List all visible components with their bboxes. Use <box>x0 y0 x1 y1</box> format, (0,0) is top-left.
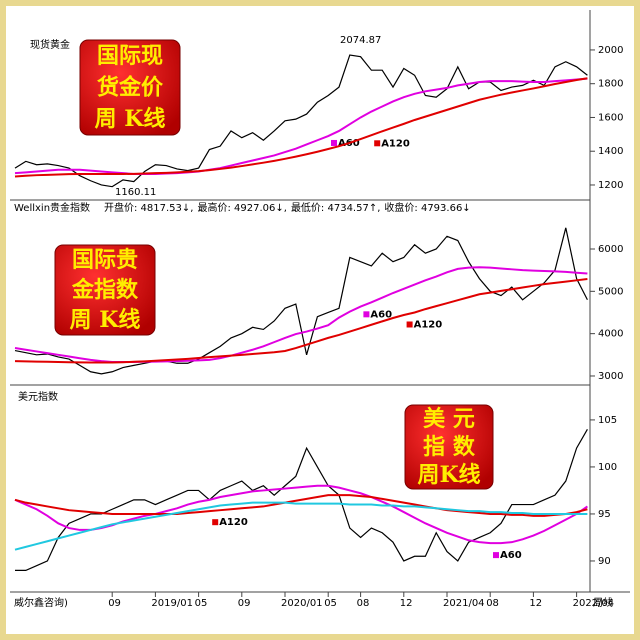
annotation: 2074.87 <box>340 35 381 46</box>
x-tick-label: 2019/01 <box>151 598 193 609</box>
title-box-text: 指 数 <box>423 434 476 460</box>
title-box-text: 国际现 <box>97 43 163 69</box>
title-box-text: 周K线 <box>417 462 480 488</box>
legend-swatch <box>374 140 381 147</box>
legend-swatch <box>406 321 413 328</box>
legend-swatch <box>331 139 337 146</box>
y-tick-label: 1800 <box>598 79 623 90</box>
title-box-text: 国际贵 <box>72 247 138 273</box>
y-tick-label: 90 <box>598 556 611 567</box>
y-tick-label: 1600 <box>598 112 623 123</box>
x-tick-label: 2021/04 <box>443 598 485 609</box>
legend-swatch <box>493 552 499 559</box>
y-tick-label: 5000 <box>598 286 623 297</box>
y-tick-label: 1400 <box>598 146 623 157</box>
header-value: 最高价: 4927.06↓, <box>197 201 286 214</box>
header-value: 开盘价: 4817.53↓, <box>104 201 193 214</box>
title-box-bg <box>404 404 494 490</box>
y-tick-label: 3000 <box>598 371 623 382</box>
y-tick-label: 105 <box>598 415 617 426</box>
ma-label: A60 <box>370 309 392 320</box>
title-box-text: 货金价 <box>97 75 164 101</box>
x-tick-label: 2020/01 <box>281 598 323 609</box>
title-box-text: 周 K线 <box>70 307 141 333</box>
title-box-text: 金指数 <box>71 277 139 303</box>
x-tick-label: 08 <box>486 598 499 609</box>
x-tick-label: 08 <box>357 598 370 609</box>
y-tick-label: 6000 <box>598 244 623 255</box>
legend-swatch <box>212 519 219 526</box>
x-tick-label: 12 <box>400 598 413 609</box>
x-tick-label: 09 <box>108 598 121 609</box>
ma-label: A120 <box>414 319 443 330</box>
x-tick-label: 09 <box>238 598 251 609</box>
price-line <box>15 429 588 571</box>
x-tick-label: 05 <box>195 598 208 609</box>
y-tick-label: 4000 <box>598 329 623 340</box>
ma-line <box>14 77 588 178</box>
y-tick-label: 1200 <box>598 180 623 191</box>
ma-line <box>14 494 588 517</box>
header-value: 收盘价: 4793.66↓ <box>384 201 470 214</box>
ma-label: A60 <box>500 550 522 561</box>
panel-title: 美元指数 <box>18 390 58 403</box>
ma-line <box>14 77 588 176</box>
ma-label: A120 <box>219 517 248 528</box>
ma-line <box>14 501 588 551</box>
panel-title: 现货黄金 <box>30 38 70 51</box>
period: 周线 <box>593 596 613 609</box>
title-box-text: 美 元 <box>423 406 475 432</box>
legend-swatch <box>363 311 370 318</box>
x-tick-label: 12 <box>529 598 542 609</box>
annotation: 1160.11 <box>115 187 156 198</box>
ma-line <box>14 278 588 364</box>
title-box-text: 周 K线 <box>95 106 166 132</box>
y-tick-label: 95 <box>598 509 611 520</box>
price-line <box>14 54 588 188</box>
x-tick-label: 05 <box>324 598 337 609</box>
header-value: 最低价: 4734.57↑, <box>291 201 380 214</box>
panel-title: Wellxin贵金指数 <box>14 201 90 214</box>
y-tick-label: 2000 <box>598 45 623 56</box>
y-tick-label: 100 <box>598 462 617 473</box>
title-box-bg <box>54 244 156 336</box>
source: 威尔鑫咨询) <box>14 596 68 609</box>
title-box-bg <box>79 39 181 136</box>
ma-label: A120 <box>381 138 410 149</box>
x-tick-label: 2022/04 <box>573 598 615 609</box>
